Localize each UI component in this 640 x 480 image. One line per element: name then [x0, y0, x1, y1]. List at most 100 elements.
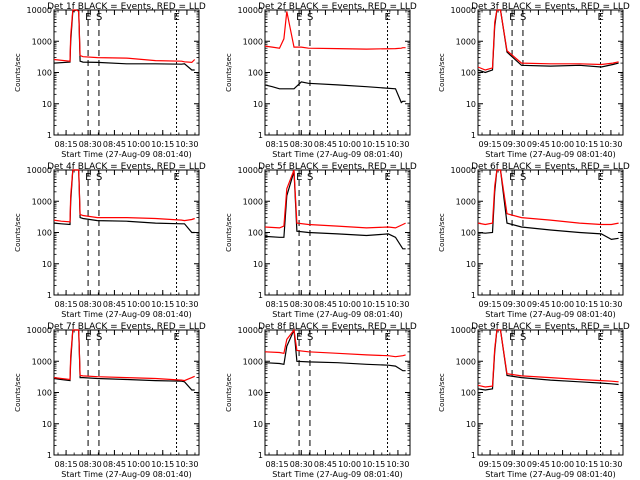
event-marker-label: S: [96, 12, 102, 23]
x-tick-label: 08:45: [103, 300, 126, 309]
x-tick-label: 10:30: [599, 460, 622, 469]
x-tick-label: 08:30: [290, 140, 313, 149]
chart-title: Det 3f BLACK = Events, RED = LLD: [471, 2, 630, 12]
x-axis-label: Start Time (27-Aug-09 08:01:40): [61, 310, 192, 319]
y-tick-label: 10: [253, 420, 263, 429]
y-tick-label: 10: [466, 260, 476, 269]
x-tick-label: 08:45: [103, 460, 126, 469]
chart-panel: Det 1f BLACK = Events, RED = LLD 1 10 100 10…: [14, 2, 206, 159]
x-tick-label: 10:30: [386, 460, 409, 469]
x-tick-label: 10:30: [386, 300, 409, 309]
y-axis-label: Counts/sec: [225, 53, 233, 92]
event-marker-label: E: [598, 332, 604, 343]
y-tick-label: 100: [248, 389, 263, 398]
x-tick-label: 09:15: [479, 460, 502, 469]
x-tick-label: 08:30: [290, 460, 313, 469]
y-tick-label: 1000: [32, 357, 52, 366]
event-marker-label: S: [520, 332, 526, 343]
y-tick-label: 10: [466, 420, 476, 429]
series-lld-line: [477, 9, 619, 71]
x-tick-label: 08:30: [79, 300, 102, 309]
series-lld-line: [477, 169, 619, 226]
y-axis-label: Counts/sec: [438, 213, 446, 252]
y-tick-label: 100: [461, 229, 476, 238]
x-tick-label: 10:15: [575, 140, 598, 149]
series-lld-line: [477, 329, 619, 388]
y-tick-label: 10: [253, 100, 263, 109]
x-tick-label: 09:30: [503, 460, 526, 469]
y-tick-label: 10000: [27, 326, 52, 335]
y-tick-label: 10: [42, 100, 52, 109]
y-tick-label: 1: [258, 451, 263, 460]
series-events-line: [264, 171, 406, 250]
y-tick-label: 10000: [238, 326, 263, 335]
x-tick-label: 10:00: [127, 460, 150, 469]
event-marker-label: S: [520, 12, 526, 23]
y-tick-label: 1000: [243, 357, 263, 366]
x-tick-label: 09:30: [503, 300, 526, 309]
x-tick-label: 10:00: [127, 140, 150, 149]
plot-frame: [53, 169, 200, 296]
x-tick-label: 09:15: [479, 140, 502, 149]
chart-panel: Det 3f BLACK = Events, RED = LLD 1 10 100 10…: [438, 2, 630, 159]
x-axis-label: Start Time (27-Aug-09 08:01:40): [272, 310, 403, 319]
chart-title: Det 7f BLACK = Events, RED = LLD: [47, 322, 206, 332]
y-tick-label: 10000: [451, 6, 476, 15]
x-tick-label: 10:15: [362, 300, 385, 309]
x-tick-label: 10:00: [338, 300, 361, 309]
event-marker-label: E: [385, 332, 391, 343]
y-axis-label: Counts/sec: [14, 373, 22, 412]
y-tick-label: 1000: [32, 197, 52, 206]
x-tick-label: 08:45: [103, 140, 126, 149]
series-events-line: [477, 169, 619, 241]
y-tick-label: 1000: [243, 197, 263, 206]
event-marker-label: S: [307, 172, 313, 183]
x-tick-label: 10:15: [575, 300, 598, 309]
chart-panel: Det 5f BLACK = Events, RED = LLD 1 10 100 10…: [225, 162, 417, 319]
event-marker-label: E: [509, 332, 515, 343]
x-axis-label: Start Time (27-Aug-09 08:01:40): [272, 470, 403, 479]
y-tick-label: 10: [253, 260, 263, 269]
event-marker-label: E: [85, 172, 91, 183]
event-marker-label: E: [296, 12, 302, 23]
x-tick-label: 08:15: [266, 460, 289, 469]
x-tick-label: 10:30: [175, 460, 198, 469]
chart-panel: Det 6f BLACK = Events, RED = LLD 1 10 100 10…: [438, 162, 630, 319]
y-tick-label: 10000: [27, 6, 52, 15]
y-tick-label: 100: [248, 69, 263, 78]
x-tick-label: 10:00: [551, 300, 574, 309]
plot-frame: [264, 9, 411, 136]
event-marker-label: E: [598, 12, 604, 23]
chart-panel: Det 7f BLACK = Events, RED = LLD 1 10 100 10…: [14, 322, 206, 479]
y-tick-label: 10000: [238, 6, 263, 15]
x-tick-label: 08:15: [266, 140, 289, 149]
chart-panel: Det 4f BLACK = Events, RED = LLD 1 10 100 10…: [14, 162, 206, 319]
x-tick-label: 08:15: [55, 300, 78, 309]
y-tick-label: 1: [47, 291, 52, 300]
event-marker-label: S: [96, 172, 102, 183]
y-tick-label: 10000: [451, 326, 476, 335]
event-marker-label: S: [96, 332, 102, 343]
x-axis-label: Start Time (27-Aug-09 08:01:40): [485, 150, 616, 159]
series-lld-line: [264, 169, 406, 229]
chart-title: Det 1f BLACK = Events, RED = LLD: [47, 2, 206, 12]
x-tick-label: 08:15: [55, 140, 78, 149]
event-marker-label: E: [174, 12, 180, 23]
series-lld-line: [53, 9, 196, 64]
event-marker-label: E: [385, 12, 391, 23]
plot-frame: [53, 9, 200, 136]
x-tick-label: 08:15: [266, 300, 289, 309]
y-tick-label: 1: [47, 451, 52, 460]
x-tick-label: 10:00: [551, 460, 574, 469]
y-axis-label: Counts/sec: [438, 53, 446, 92]
y-tick-label: 10000: [238, 166, 263, 175]
y-tick-label: 1: [47, 131, 52, 140]
chart-panel: Det 9f BLACK = Events, RED = LLD 1 10 100 10…: [438, 322, 630, 479]
y-tick-label: 100: [37, 389, 52, 398]
x-tick-label: 08:45: [314, 460, 337, 469]
y-tick-label: 1: [471, 131, 476, 140]
event-marker-label: S: [520, 172, 526, 183]
y-tick-label: 1: [258, 291, 263, 300]
x-tick-label: 08:30: [290, 300, 313, 309]
